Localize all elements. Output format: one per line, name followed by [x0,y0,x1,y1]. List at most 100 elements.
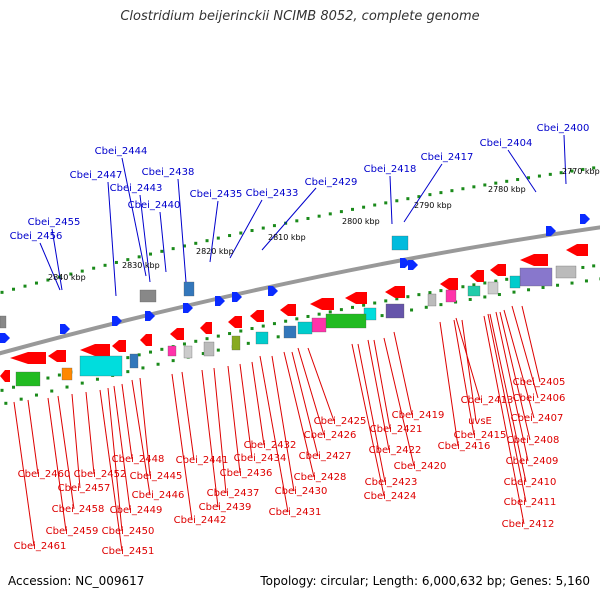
label-leader-line [27,399,39,475]
gene-label: Cbei_2409 [506,456,559,467]
gene-label: Cbei_2457 [58,483,111,494]
scale-dot [584,279,588,283]
gene-label: Cbei_2420 [394,461,447,472]
label-leader-line [99,389,123,552]
scale-label: 2830 kbp [122,261,160,270]
scale-label: 2770 kbp [562,167,600,176]
gene-label: Cbei_2458 [52,504,105,515]
scale-dot [384,201,388,205]
gene-label: Cbei_2452 [74,469,127,480]
scale-dot [439,191,443,195]
scale-dot [483,281,487,285]
gene-label: Cbei_2425 [314,416,367,427]
label-leader-line [453,319,475,436]
scale-dot [541,285,545,289]
gene-label: Cbei_2438 [142,167,195,178]
gene-label: Cbei_2448 [112,454,165,465]
scale-dot [261,324,265,328]
gene-feature-block [231,335,241,351]
scale-dot [417,293,421,297]
gene-label: Cbei_2421 [370,424,423,435]
label-leader-line [39,242,61,291]
gene-label: Cbei_2404 [480,138,533,149]
scale-dot [527,176,531,180]
forward-gene-arrow [60,324,70,334]
label-leader-line [487,313,527,503]
label-leader-line [483,315,525,525]
label-leader-line [291,351,319,457]
gene-feature-block [183,345,193,359]
gene-label: Cbei_2432 [244,440,297,451]
scale-dot [450,189,454,193]
scale-label: 2800 kbp [342,217,380,226]
reverse-gene-arrow [490,264,506,276]
reverse-gene-arrow [345,292,367,304]
gene-label: Cbei_2441 [176,455,229,466]
forward-gene-arrow [183,303,193,313]
scale-dot [216,334,220,338]
gene-label: Cbei_2447 [70,170,123,181]
scale-dot [95,377,99,381]
scale-dot [160,347,164,351]
gene-label: Cbei_2426 [304,430,357,441]
scale-dot [505,179,509,183]
scale-dot [581,167,585,171]
forward-gene-arrow [580,214,590,224]
scale-dot [171,247,175,251]
gene-label: Cbei_2433 [246,188,299,199]
scale-dot [126,370,130,374]
scale-dot [34,281,38,285]
reverse-gene-arrow [250,310,264,322]
gene-feature-block [15,371,41,387]
scale-dot [126,258,130,262]
scale-dot [570,169,574,173]
label-leader-line [455,317,481,401]
scale-dot [272,322,276,326]
scale-dot [559,171,563,175]
scale-dot [194,339,198,343]
scale-dot [527,288,531,292]
scale-dot [194,241,198,245]
scale-dot [239,231,243,235]
label-leader-line [229,199,263,259]
scale-dot [276,335,280,339]
label-leader-line [177,178,187,283]
scale-dot [362,303,366,307]
forward-gene-arrow [400,258,410,268]
label-leader-line [521,305,541,383]
gene-label: Cbei_2407 [511,413,564,424]
label-leader-line [171,373,193,521]
label-leader-line [107,387,123,532]
scale-dot [306,216,310,220]
gene-feature-block [311,317,327,333]
gene-label: Cbei_2422 [369,445,422,456]
scale-dot [160,249,164,253]
label-leader-line [121,157,147,277]
forward-gene-arrow [232,292,242,302]
scale-dot [182,244,186,248]
reverse-gene-arrow [385,286,405,298]
scale-dot [592,166,596,170]
scale-dot [472,185,476,189]
label-leader-line [181,371,195,461]
gene-label: Cbei_2455 [28,217,81,228]
reverse-gene-arrow [280,304,296,316]
scale-dot [328,212,332,216]
label-leader-line [307,347,335,422]
scale-dot [424,305,428,309]
reverse-gene-arrow [440,278,458,290]
gene-label: Cbei_2460 [18,469,71,480]
genome-summary-text: Topology: circular; Length: 6,000,632 bp… [260,574,590,588]
reverse-gene-arrow [80,344,110,356]
gene-feature-block [283,325,297,339]
scale-dot [428,291,432,295]
label-leader-line [51,228,63,291]
scale-dot [12,385,16,389]
scale-dot [65,385,69,389]
scale-dot [205,239,209,243]
label-leader-line [47,397,67,532]
gene-feature-block [445,289,457,303]
scale-dot [23,284,27,288]
forward-gene-arrow [0,333,10,343]
scale-label: 2820 kbp [196,247,234,256]
